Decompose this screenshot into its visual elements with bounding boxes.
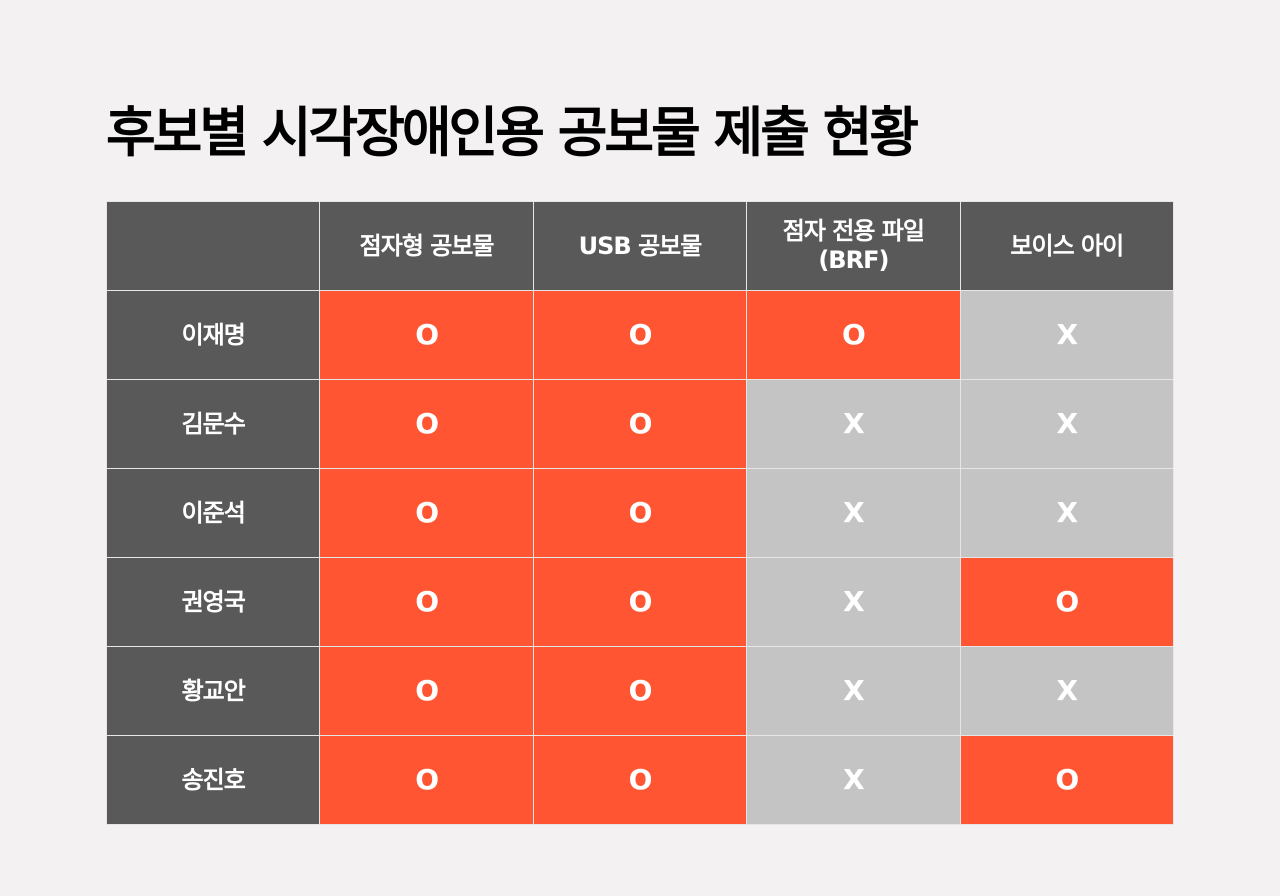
row-header-candidate-text: 권영국 [181,587,246,616]
submitted-cell: O [533,736,747,824]
not-submitted-cell: X [747,736,960,824]
not-submitted-cell-text: X [1056,496,1078,530]
submitted-cell: O [320,736,533,824]
not-submitted-cell: X [747,380,960,468]
row-header-candidate-text: 이재명 [181,320,246,349]
submitted-cell-text: O [628,496,653,530]
submitted-cell-text: O [628,407,653,441]
not-submitted-cell-text: X [1056,674,1078,708]
column-header: 점자 전용 파일 (BRF) [747,202,960,290]
header-corner [107,202,320,290]
column-header-text: 보이스 아이 [1010,231,1124,260]
not-submitted-cell: X [960,380,1173,468]
page-title: 후보별 시각장애인용 공보물 제출 현황 [106,101,919,164]
row-header-candidate: 송진호 [107,736,320,824]
row-header-candidate-text: 송진호 [181,765,246,794]
submitted-cell-text: O [415,585,439,619]
not-submitted-cell-text: X [843,763,865,797]
submitted-cell: O [533,558,747,646]
row-header-candidate: 권영국 [107,558,320,646]
submitted-cell: O [320,291,533,379]
submitted-cell-text: O [1055,763,1079,797]
submitted-cell-text: O [1055,585,1079,619]
not-submitted-cell-text: X [843,674,865,708]
submitted-cell-text: O [628,763,653,797]
row-header-candidate-text: 김문수 [181,409,246,438]
submitted-cell: O [320,380,533,468]
column-header: 점자형 공보물 [320,202,533,290]
submitted-cell: O [533,380,747,468]
submitted-cell: O [320,558,533,646]
column-header-text: 점자형 공보물 [359,231,495,260]
submitted-cell-text: O [415,763,439,797]
not-submitted-cell-text: X [1056,407,1078,441]
column-header: USB 공보물 [533,202,747,290]
submitted-cell: O [320,469,533,557]
column-header-text: USB 공보물 [578,231,703,260]
submitted-cell-text: O [415,674,439,708]
submitted-cell: O [960,558,1173,646]
submitted-cell: O [320,647,533,735]
row-header-candidate: 김문수 [107,380,320,468]
not-submitted-cell: X [747,469,960,557]
submitted-cell: O [747,291,960,379]
not-submitted-cell-text: X [1056,318,1078,352]
submitted-cell: O [960,736,1173,824]
submitted-cell-text: O [415,496,439,530]
submitted-cell-text: O [841,318,866,352]
row-header-candidate: 이재명 [107,291,320,379]
not-submitted-cell: X [960,469,1173,557]
not-submitted-cell: X [960,647,1173,735]
row-header-candidate-text: 황교안 [181,676,246,705]
submitted-cell-text: O [415,318,439,352]
row-header-candidate: 이준석 [107,469,320,557]
submitted-cell-text: O [628,585,653,619]
column-header: 보이스 아이 [960,202,1173,290]
column-header-text: 점자 전용 파일 (BRF) [782,217,925,274]
not-submitted-cell: X [747,558,960,646]
submitted-cell-text: O [628,318,653,352]
submitted-cell: O [533,469,747,557]
not-submitted-cell-text: X [843,585,865,619]
not-submitted-cell: X [747,647,960,735]
submitted-cell-text: O [415,407,439,441]
not-submitted-cell: X [960,291,1173,379]
submitted-cell: O [533,291,747,379]
not-submitted-cell-text: X [843,407,865,441]
row-header-candidate: 황교안 [107,647,320,735]
submitted-cell-text: O [628,674,653,708]
submitted-cell: O [533,647,747,735]
row-header-candidate-text: 이준석 [181,498,246,527]
not-submitted-cell-text: X [843,496,865,530]
